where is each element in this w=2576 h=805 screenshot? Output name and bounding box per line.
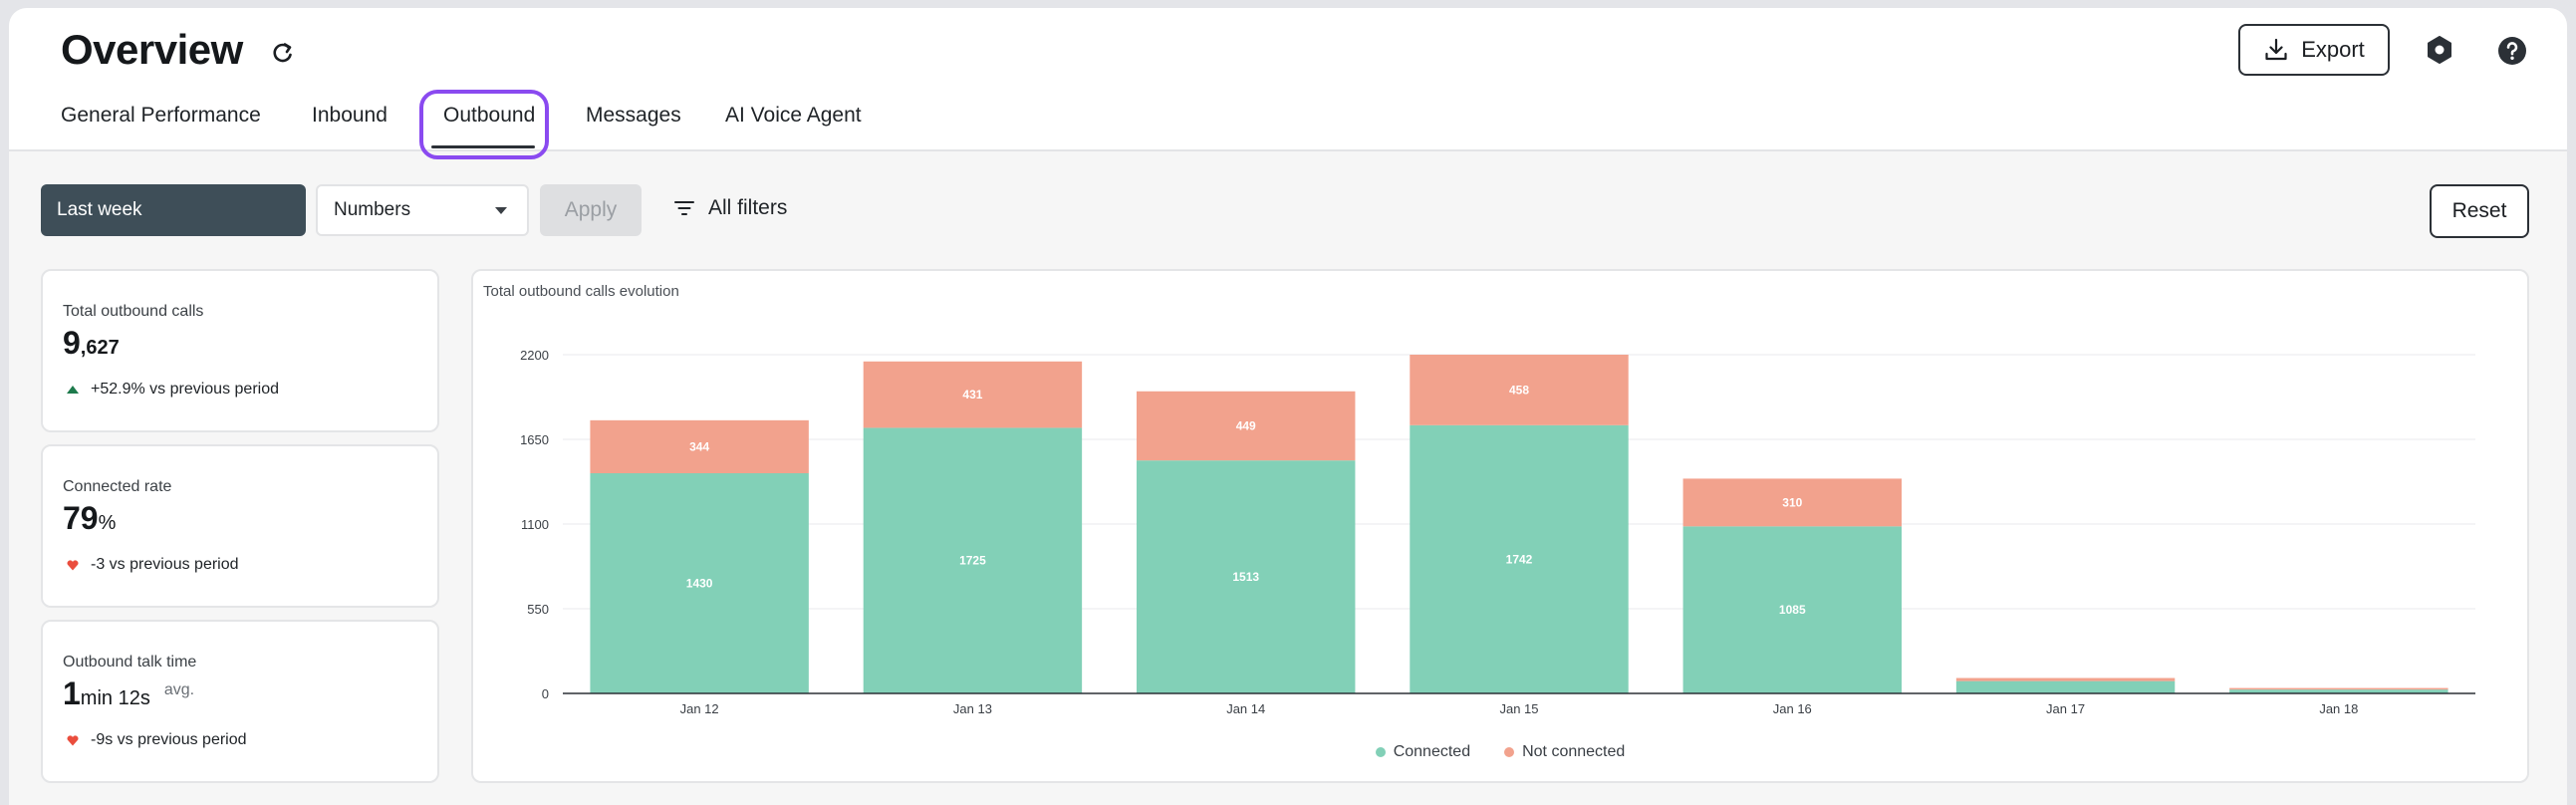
stat-value-main: 9 — [63, 325, 81, 361]
bar-data-label: 344 — [689, 439, 709, 453]
trend-down-icon — [67, 734, 79, 745]
stat-trend-text: -9s vs previous period — [91, 731, 247, 748]
legend-label: Connected — [1393, 743, 1471, 760]
bar-segment-connected — [1137, 460, 1356, 693]
active-tab-highlight — [419, 90, 549, 159]
bar-segment-connected — [1410, 424, 1629, 693]
bar-data-label: 449 — [1236, 418, 1256, 432]
bar-segment-connected — [590, 473, 809, 693]
stat-avg-label: avg. — [163, 681, 195, 698]
stat-value-rest: % — [98, 512, 117, 534]
stat-label: Connected rate — [63, 478, 172, 495]
legend-item-connected[interactable]: Connected — [1375, 743, 1471, 761]
stat-trend: +52.9% vs previous period — [67, 381, 279, 399]
download-icon — [2265, 38, 2287, 61]
bar-data-label: 1430 — [686, 577, 713, 591]
bar-segment-not-connected — [863, 361, 1083, 428]
stat-value: 1min 12s avg. — [63, 675, 194, 712]
stat-card-talk-time: Outbound talk time 1min 12s avg. -9s vs p… — [41, 620, 439, 783]
tab-ai-voice-agent[interactable]: AI Voice Agent — [725, 104, 862, 127]
bar-segment-connected — [1955, 680, 2176, 693]
trend-up-icon — [67, 386, 79, 394]
bar-segment-not-connected — [1137, 391, 1356, 461]
bar-segment-not-connected — [1955, 677, 2176, 681]
bar-data-label: 431 — [962, 388, 982, 402]
bar-data-label: 1085 — [1779, 603, 1806, 617]
filter-icon — [674, 201, 694, 215]
tab-messages[interactable]: Messages — [586, 104, 681, 127]
bar-segment-not-connected — [2229, 687, 2448, 690]
legend-dot — [1504, 747, 1515, 757]
x-tick-label: Jan 12 — [680, 701, 719, 716]
stat-trend-text: +52.9% vs previous period — [91, 381, 279, 398]
x-tick-label: Jan 13 — [953, 701, 992, 716]
numbers-select[interactable]: Numbers — [316, 184, 529, 236]
refresh-icon[interactable] — [270, 40, 296, 66]
x-tick-label: Jan 14 — [1226, 701, 1265, 716]
legend-item-not-connected[interactable]: Not connected — [1504, 743, 1625, 761]
reset-button[interactable]: Reset — [2430, 184, 2529, 238]
export-button[interactable]: Export — [2238, 24, 2390, 76]
y-tick-label: 2200 — [520, 348, 549, 363]
x-tick-label: Jan 16 — [1773, 701, 1812, 716]
tab-general-performance[interactable]: General Performance — [61, 104, 261, 127]
stat-trend: -9s vs previous period — [67, 731, 247, 749]
bar-segment-not-connected — [590, 419, 809, 473]
chart-legend: Connected Not connected — [473, 743, 2527, 761]
caret-down-icon — [495, 207, 507, 214]
legend-dot — [1375, 747, 1386, 757]
stat-value-main: 79 — [63, 500, 99, 536]
stat-label: Outbound talk time — [63, 654, 197, 671]
x-tick-label: Jan 17 — [2046, 701, 2085, 716]
stat-value: 79% — [63, 500, 116, 537]
numbers-select-label: Numbers — [334, 199, 411, 220]
export-label: Export — [2301, 37, 2365, 62]
bar-segment-not-connected — [1682, 478, 1902, 527]
bar-data-label: 1725 — [959, 554, 986, 568]
all-filters-button[interactable]: All filters — [674, 196, 787, 220]
bar-segment-connected — [1682, 526, 1902, 693]
x-tick-label: Jan 18 — [2319, 701, 2358, 716]
settings-hex-icon[interactable] — [2424, 34, 2455, 66]
y-tick-label: 1650 — [520, 432, 549, 447]
date-range-select[interactable]: Last week — [41, 184, 306, 236]
stat-value-rest: ,627 — [80, 337, 120, 359]
apply-button[interactable]: Apply — [540, 184, 642, 236]
app-frame: Overview Export General Performance Inbo… — [9, 8, 2567, 805]
stat-value-rest: min 12s — [80, 687, 150, 709]
page-title: Overview — [61, 26, 243, 73]
all-filters-label: All filters — [708, 196, 788, 219]
chart-card: Total outbound calls evolution 0 550 1100 1… — [471, 269, 2529, 783]
y-tick-label: 550 — [527, 602, 549, 617]
stat-value: 9,627 — [63, 325, 120, 362]
y-tick-label: 1100 — [521, 517, 549, 532]
stat-trend: -3 vs previous period — [67, 556, 239, 574]
stat-label: Total outbound calls — [63, 303, 204, 320]
stat-trend-text: -3 vs previous period — [91, 556, 239, 573]
bar-data-label: 458 — [1509, 383, 1529, 397]
y-tick-label: 0 — [542, 686, 549, 701]
top-bar: Overview Export General Performance Inbo… — [9, 8, 2567, 159]
bar-segment-not-connected — [1410, 355, 1629, 425]
tab-inbound[interactable]: Inbound — [312, 104, 387, 127]
chart-title: Total outbound calls evolution — [483, 283, 679, 300]
help-icon[interactable] — [2497, 36, 2527, 66]
active-tab-underline — [431, 145, 535, 148]
bar-segment-connected — [863, 427, 1083, 693]
trend-down-icon — [67, 559, 79, 570]
tab-outbound[interactable]: Outbound — [443, 104, 536, 127]
bar-data-label: 310 — [1782, 495, 1802, 509]
stat-card-connected-rate: Connected rate 79% -3 vs previous period — [41, 444, 439, 608]
bar-data-label: 1742 — [1506, 552, 1533, 566]
legend-label: Not connected — [1522, 743, 1626, 760]
x-tick-label: Jan 15 — [1499, 701, 1538, 716]
stat-card-total-calls: Total outbound calls 9,627 +52.9% vs pre… — [41, 269, 439, 432]
bar-data-label: 1513 — [1232, 570, 1259, 584]
stacked-bar-chart: 0 550 1100 1650 2200 1430 344 Jan 12 1725 431 Jan … — [520, 348, 2475, 716]
bar-segment-connected — [2229, 689, 2448, 693]
stat-value-main: 1 — [63, 675, 81, 711]
